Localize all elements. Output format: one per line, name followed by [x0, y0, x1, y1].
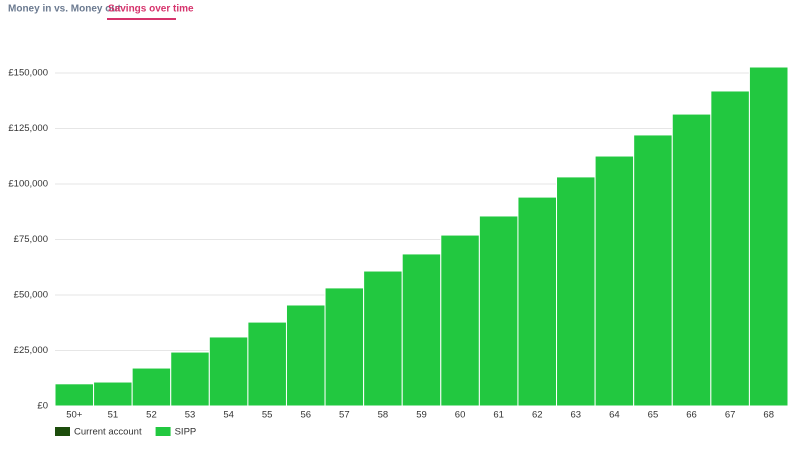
tab[interactable]: Money in vs. Money out	[8, 4, 121, 15]
x-tick-label: 56	[300, 410, 311, 421]
bar	[285, 304, 326, 407]
bar	[93, 381, 133, 407]
x-tick-label: 52	[146, 410, 157, 421]
x-tick-label: 67	[725, 410, 736, 421]
tab-underline	[107, 18, 176, 20]
x-tick-label: 62	[532, 410, 543, 421]
bar	[324, 287, 365, 407]
x-tick-label: 53	[185, 410, 196, 421]
bar	[633, 134, 673, 407]
x-tick-label: 59	[416, 410, 427, 421]
y-tick-label: £75,000	[14, 234, 48, 245]
legend-swatch	[55, 427, 70, 436]
x-tick-label: 65	[648, 410, 659, 421]
x-tick-label: 66	[686, 410, 697, 421]
x-tick-label: 60	[455, 410, 466, 421]
legend-label: SIPP	[175, 427, 197, 438]
x-tick-label: 57	[339, 410, 350, 421]
bar	[247, 321, 287, 407]
tab-active[interactable]: Savings over time	[108, 4, 194, 15]
x-tick-label: 50+	[66, 410, 83, 421]
legend-swatch	[155, 427, 171, 436]
y-tick-label: £50,000	[14, 290, 48, 301]
bar	[401, 253, 442, 407]
bar	[54, 383, 95, 407]
x-tick-label: 58	[378, 410, 389, 421]
bar	[363, 270, 403, 407]
bar	[748, 66, 789, 407]
bar	[170, 351, 210, 407]
bar	[208, 336, 249, 407]
x-tick-label: 63	[571, 410, 582, 421]
bar	[594, 155, 635, 407]
bar	[671, 113, 712, 407]
bar	[440, 234, 480, 407]
x-tick-label: 51	[108, 410, 119, 421]
bar	[710, 90, 750, 407]
legend-label: Current account	[74, 427, 142, 438]
y-tick-label: £25,000	[14, 345, 48, 356]
x-tick-label: 68	[763, 410, 774, 421]
bar	[131, 367, 172, 407]
y-tick-label: £100,000	[8, 179, 48, 190]
bar	[556, 176, 596, 407]
bar	[517, 196, 558, 407]
x-tick-label: 61	[493, 410, 504, 421]
bar	[478, 215, 519, 407]
x-tick-label: 64	[609, 410, 620, 421]
y-tick-label: £125,000	[8, 123, 48, 134]
x-tick-label: 55	[262, 410, 273, 421]
y-tick-label: £150,000	[8, 68, 48, 79]
x-tick-label: 54	[223, 410, 234, 421]
y-tick-label: £0	[37, 401, 48, 412]
